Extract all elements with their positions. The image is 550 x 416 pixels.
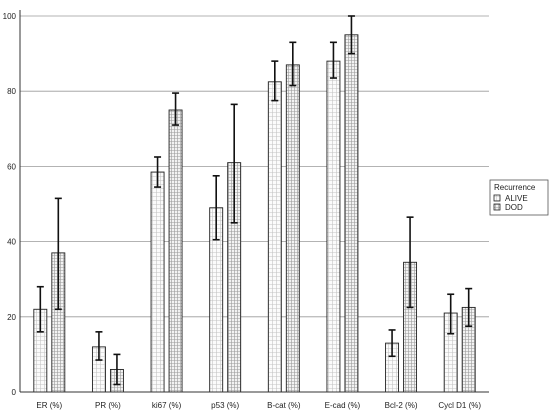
bar-alive xyxy=(150,171,165,393)
y-tick-label: 40 xyxy=(7,238,16,247)
legend-swatch-alive xyxy=(493,194,501,202)
y-tick-label: 100 xyxy=(3,12,17,21)
plot-area: 0 20 40 60 80 100 ER (%) PR (%) ki67 (%) p53 (%)… xyxy=(3,10,489,410)
x-tick-label: ki67 (%) xyxy=(152,401,182,410)
x-tick-label: E-cad (%) xyxy=(325,401,361,410)
x-tick-label: PR (%) xyxy=(95,401,121,410)
y-tick-label: 80 xyxy=(7,87,16,96)
y-tick-label: 20 xyxy=(7,313,16,322)
gridlines xyxy=(20,15,489,318)
bar-alive xyxy=(267,81,282,393)
axes xyxy=(19,10,489,393)
x-tick-label: Cycl D1 (%) xyxy=(438,401,481,410)
y-tick-label: 0 xyxy=(12,388,17,397)
legend-label-dod: DOD xyxy=(505,203,523,212)
y-tick-label: 60 xyxy=(7,162,16,171)
error-bars xyxy=(36,15,473,386)
bars xyxy=(33,34,476,393)
bar-alive xyxy=(326,60,341,393)
x-tick-labels: ER (%) PR (%) ki67 (%) p53 (%) B-cat (%) E-ca… xyxy=(36,401,481,410)
legend: Recurrence ALIVE DOD xyxy=(489,179,549,216)
bar-dod xyxy=(285,64,300,393)
legend-label-alive: ALIVE xyxy=(505,194,528,203)
legend-title: Recurrence xyxy=(494,183,536,192)
legend-swatch-dod xyxy=(493,203,501,211)
x-tick-label: Bcl-2 (%) xyxy=(385,401,418,410)
x-tick-label: ER (%) xyxy=(36,401,62,410)
bar-dod xyxy=(344,34,359,393)
x-tick-label: B-cat (%) xyxy=(267,401,301,410)
y-tick-labels: 0 20 40 60 80 100 xyxy=(3,12,17,397)
x-tick-label: p53 (%) xyxy=(211,401,239,410)
bar-dod xyxy=(168,109,183,393)
